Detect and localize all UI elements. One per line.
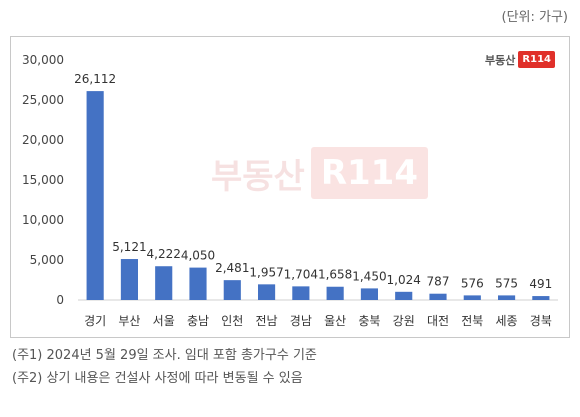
data-label: 5,121: [112, 240, 146, 254]
bar: [326, 286, 344, 300]
x-tick-label: 전북: [461, 314, 483, 328]
y-tick-label: 30,000: [22, 53, 64, 67]
bar: [86, 91, 104, 300]
data-label: 1,658: [318, 268, 352, 282]
x-tick-label: 충북: [358, 314, 380, 328]
footnotes: (주1) 2024년 5월 29일 조사. 임대 포함 총가구수 기준 (주2)…: [12, 344, 317, 390]
y-tick-label: 20,000: [22, 133, 64, 147]
bar: [498, 295, 516, 300]
bar: [292, 286, 310, 300]
x-tick-label: 울산: [324, 314, 346, 328]
bar: [189, 267, 207, 300]
x-tick-label: 경기: [84, 314, 106, 328]
data-label: 1,704: [284, 267, 318, 281]
bar: [395, 291, 413, 300]
bar: [120, 259, 138, 300]
data-label: 4,050: [181, 249, 215, 263]
brand-logo-badge: R114: [518, 51, 555, 68]
bar: [429, 293, 447, 300]
bar: [360, 288, 378, 300]
y-tick-label: 0: [56, 293, 64, 307]
x-tick-label: 전남: [256, 314, 278, 328]
y-tick-label: 25,000: [22, 93, 64, 107]
bar-chart: 0 5,000 10,000 15,000 20,000 25,000 30,000 26,1…: [22, 53, 558, 328]
bar: [463, 295, 481, 300]
y-tick-label: 15,000: [22, 173, 64, 187]
data-label: 491: [529, 277, 552, 291]
x-tick-label: 서울: [153, 314, 175, 328]
data-label: 1,450: [352, 269, 386, 283]
data-label: 1,024: [387, 273, 421, 287]
data-label: 787: [427, 275, 450, 289]
bar: [223, 280, 241, 300]
chart-frame: 부동산 R114 부동산 R114: [10, 36, 570, 338]
data-label: 576: [461, 276, 484, 290]
bar: [532, 296, 550, 300]
x-tick-label: 강원: [393, 314, 415, 328]
x-tick-label: 경남: [290, 314, 312, 328]
bar: [155, 266, 173, 300]
watermark-text: 부동산: [211, 156, 305, 197]
x-tick-label: 경북: [530, 314, 552, 328]
brand-logo-text: 부동산: [485, 53, 516, 67]
x-tick-label: 세종: [496, 314, 518, 328]
data-label: 575: [495, 276, 518, 290]
data-label: 4,222: [147, 247, 181, 261]
x-tick-label: 인천: [221, 313, 243, 328]
bar: [258, 284, 276, 300]
y-tick-label: 5,000: [30, 253, 64, 267]
unit-label: (단위: 가구): [501, 10, 569, 25]
data-label: 26,112: [74, 72, 116, 86]
watermark-badge: R114: [310, 147, 428, 199]
x-tick-label: 대전: [427, 314, 449, 328]
y-tick-label: 10,000: [22, 213, 64, 227]
x-tick-label: 충남: [187, 314, 209, 328]
x-tick-label: 부산: [118, 314, 140, 328]
brand-logo: 부동산 R114: [485, 51, 555, 68]
data-label: 2,481: [215, 261, 249, 275]
footnote-1: (주1) 2024년 5월 29일 조사. 임대 포함 총가구수 기준: [12, 348, 317, 363]
watermark-logo: 부동산 R114: [211, 147, 428, 199]
data-label: 1,957: [249, 265, 283, 279]
footnote-2: (주2) 상기 내용은 건설사 사정에 따라 변동될 수 있음: [12, 371, 303, 386]
